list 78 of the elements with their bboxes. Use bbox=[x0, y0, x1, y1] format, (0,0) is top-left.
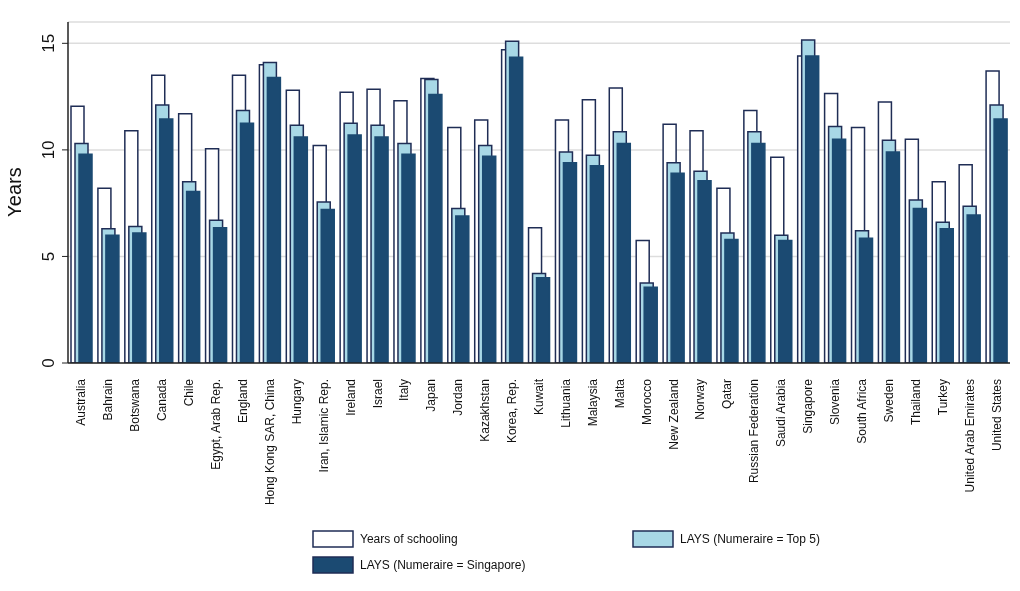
x-tick-label: Israel bbox=[370, 379, 385, 409]
bar bbox=[724, 238, 739, 363]
x-tick-label: Thailand bbox=[908, 379, 923, 426]
bar bbox=[78, 153, 93, 363]
x-tick-label: United States bbox=[989, 379, 1004, 452]
x-tick-label: Bahrain bbox=[101, 379, 116, 421]
x-tick-label: Japan bbox=[424, 379, 439, 412]
legend-label: LAYS (Numeraire = Singapore) bbox=[360, 558, 526, 572]
y-tick-label: 0 bbox=[39, 358, 58, 368]
bar bbox=[266, 76, 282, 363]
bar bbox=[939, 227, 955, 363]
bar bbox=[562, 161, 578, 363]
x-tick-label: South Africa bbox=[854, 378, 869, 444]
x-tick-label: Kuwait bbox=[532, 378, 546, 416]
legend-label: Years of schooling bbox=[360, 532, 458, 546]
bar bbox=[428, 93, 443, 363]
x-tick-label: England bbox=[235, 379, 250, 424]
bar bbox=[804, 55, 820, 363]
bar bbox=[347, 134, 362, 363]
x-tick-label: Australia bbox=[74, 378, 89, 426]
x-tick-label: Hong Kong SAR, China bbox=[262, 378, 277, 506]
bar bbox=[993, 118, 1008, 363]
x-tick-label: Russian Federation bbox=[747, 379, 762, 484]
x-tick-label: Chile bbox=[182, 378, 197, 407]
bar bbox=[212, 226, 228, 363]
bar bbox=[481, 155, 497, 363]
x-tick-label: Ireland bbox=[343, 379, 358, 416]
bar bbox=[535, 277, 551, 363]
bar bbox=[858, 237, 874, 363]
bar bbox=[589, 165, 605, 363]
y-axis-title: Years bbox=[3, 167, 26, 218]
x-tick-label: Slovenia bbox=[828, 378, 843, 426]
bar bbox=[293, 136, 309, 363]
bar bbox=[670, 172, 685, 363]
bar bbox=[105, 234, 120, 363]
bar bbox=[831, 138, 847, 363]
x-tick-label: United Arab Emirates bbox=[962, 379, 977, 493]
bar bbox=[455, 215, 470, 363]
bar bbox=[643, 286, 658, 363]
x-tick-label: Italy bbox=[397, 379, 412, 402]
x-tick-label: Kazakhstan bbox=[478, 379, 493, 442]
x-tick-label: Botswana bbox=[128, 378, 143, 432]
legend-label: LAYS (Numeraire = Top 5) bbox=[680, 532, 820, 546]
bar bbox=[132, 232, 147, 363]
x-tick-label: Iran, Islamic Rep. bbox=[316, 379, 331, 473]
x-tick-label: Turkey bbox=[935, 379, 950, 416]
x-tick-label: Malta bbox=[612, 378, 627, 409]
bar bbox=[508, 56, 524, 363]
bar bbox=[185, 190, 201, 363]
x-tick-label: Singapore bbox=[801, 378, 816, 434]
x-tick-label: Jordan bbox=[451, 379, 466, 416]
bar bbox=[751, 142, 766, 363]
bar bbox=[697, 180, 712, 363]
x-tick-label: Canada bbox=[155, 378, 170, 422]
y-tick-label: 10 bbox=[39, 140, 58, 160]
bar bbox=[158, 118, 174, 363]
bar bbox=[374, 136, 389, 363]
y-tick-label: 15 bbox=[39, 33, 58, 53]
bar bbox=[239, 122, 255, 363]
x-tick-label: Sweden bbox=[881, 379, 896, 423]
bar bbox=[966, 214, 981, 363]
bar bbox=[885, 151, 901, 363]
bar bbox=[912, 207, 928, 363]
x-tick-label: Malaysia bbox=[585, 378, 600, 427]
x-tick-label: Norway bbox=[693, 379, 708, 420]
bar bbox=[616, 142, 632, 363]
x-tick-label: New Zealand bbox=[666, 379, 681, 450]
x-tick-label: Saudi Arabia bbox=[774, 378, 789, 448]
x-tick-label: Morocco bbox=[639, 378, 654, 426]
bar bbox=[778, 239, 793, 363]
x-tick-label: Korea, Rep. bbox=[505, 379, 520, 444]
x-tick-label: Hungary bbox=[289, 379, 304, 425]
y-tick-label: 5 bbox=[39, 251, 58, 262]
x-tick-label: Lithuania bbox=[558, 378, 573, 428]
bar bbox=[401, 153, 416, 363]
x-tick-label: Egypt, Arab Rep. bbox=[209, 379, 224, 470]
x-tick-label: Qatar bbox=[720, 379, 735, 410]
bar bbox=[320, 208, 335, 363]
